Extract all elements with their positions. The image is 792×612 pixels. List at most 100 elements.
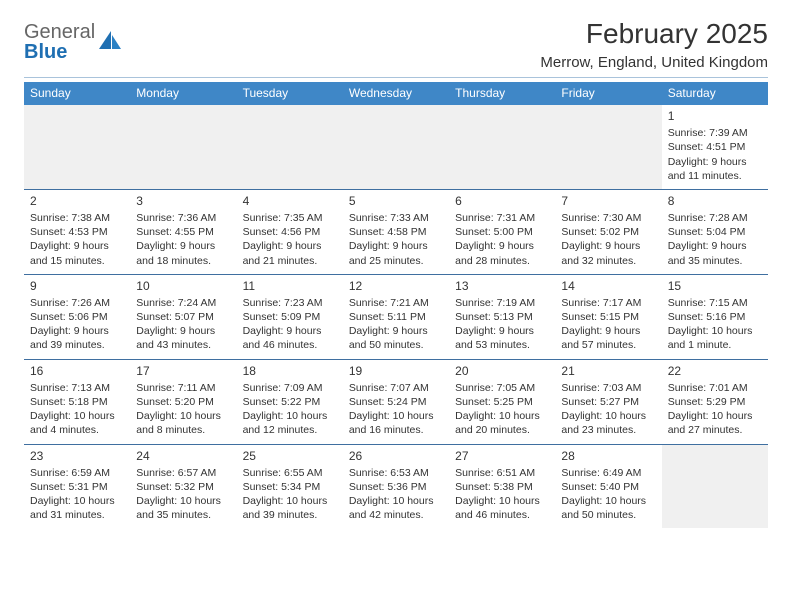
calendar-cell: 7Sunrise: 7:30 AMSunset: 5:02 PMDaylight… — [555, 190, 661, 274]
calendar-cell-empty — [130, 105, 236, 189]
day-number: 18 — [243, 363, 337, 379]
calendar-cell: 18 Sunrise: 7:09 AMSunset: 5:22 PMDayligh… — [237, 360, 343, 444]
day-info: Sunrise: 7:05 AMSunset: 5:25 PMDaylight:… — [455, 381, 549, 438]
location-text: Merrow, England, United Kingdom — [540, 54, 768, 71]
weeks-container: 1 Sunrise: 7:39 AMSunset: 4:51 PMDaylight… — [24, 105, 768, 528]
day-info: Sunrise: 7:11 AMSunset: 5:20 PMDaylight:… — [136, 381, 230, 438]
calendar-cell: 17Sunrise: 7:11 AMSunset: 5:20 PMDayligh… — [130, 360, 236, 444]
day-info: Sunrise: 6:55 AMSunset: 5:34 PMDaylight:… — [243, 466, 337, 523]
day-info: Sunrise: 6:51 AMSunset: 5:38 PMDaylight:… — [455, 466, 549, 523]
day-number: 25 — [243, 448, 337, 464]
calendar-cell: 13 Sunrise: 7:19 AMSunset: 5:13 PMDayligh… — [449, 275, 555, 359]
dayhead-monday: Monday — [130, 82, 236, 105]
calendar-week: 23Sunrise: 6:59 AMSunset: 5:31 PMDayligh… — [24, 444, 768, 529]
day-info: Sunrise: 7:31 AMSunset: 5:00 PMDaylight:… — [455, 211, 549, 268]
day-info: Sunrise: 7:26 AMSunset: 5:06 PMDaylight:… — [30, 296, 124, 353]
day-info: Sunrise: 7:03 AMSunset: 5:27 PMDaylight:… — [561, 381, 655, 438]
day-info: Sunrise: 7:09 AMSunset: 5:22 PMDaylight:… — [243, 381, 337, 438]
calendar-cell-empty — [237, 105, 343, 189]
day-number: 1 — [668, 108, 762, 124]
calendar-cell: 2 Sunrise: 7:38 AMSunset: 4:53 PMDaylight… — [24, 190, 130, 274]
day-info: Sunrise: 6:59 AMSunset: 5:31 PMDaylight:… — [30, 466, 124, 523]
calendar-cell: 5Sunrise: 7:33 AMSunset: 4:58 PMDaylight… — [343, 190, 449, 274]
dayhead-wednesday: Wednesday — [343, 82, 449, 105]
calendar-cell-empty — [662, 445, 768, 529]
calendar-cell: 28 Sunrise: 6:49 AMSunset: 5:40 PMDayligh… — [555, 445, 661, 529]
calendar: Sunday Monday Tuesday Wednesday Thursday… — [24, 82, 768, 528]
calendar-week: 16Sunrise: 7:13 AMSunset: 5:18 PMDayligh… — [24, 359, 768, 444]
dayhead-friday: Friday — [555, 82, 661, 105]
calendar-cell-empty — [449, 105, 555, 189]
calendar-cell: 14Sunrise: 7:17 AMSunset: 5:15 PMDayligh… — [555, 275, 661, 359]
day-number: 27 — [455, 448, 549, 464]
day-info: Sunrise: 7:33 AMSunset: 4:58 PMDaylight:… — [349, 211, 443, 268]
calendar-week: 9 Sunrise: 7:26 AMSunset: 5:06 PMDaylight… — [24, 274, 768, 359]
day-info: Sunrise: 7:17 AMSunset: 5:15 PMDaylight:… — [561, 296, 655, 353]
calendar-cell: 16Sunrise: 7:13 AMSunset: 5:18 PMDayligh… — [24, 360, 130, 444]
logo: General Blue — [24, 18, 123, 62]
calendar-cell: 25 Sunrise: 6:55 AMSunset: 5:34 PMDayligh… — [237, 445, 343, 529]
calendar-cell-empty — [555, 105, 661, 189]
calendar-cell: 12 Sunrise: 7:21 AMSunset: 5:11 PMDayligh… — [343, 275, 449, 359]
day-info: Sunrise: 7:36 AMSunset: 4:55 PMDaylight:… — [136, 211, 230, 268]
day-number: 9 — [30, 278, 124, 294]
calendar-week: 2 Sunrise: 7:38 AMSunset: 4:53 PMDaylight… — [24, 189, 768, 274]
day-info: Sunrise: 7:35 AMSunset: 4:56 PMDaylight:… — [243, 211, 337, 268]
day-info: Sunrise: 6:49 AMSunset: 5:40 PMDaylight:… — [561, 466, 655, 523]
calendar-cell: 8 Sunrise: 7:28 AMSunset: 5:04 PMDaylight… — [662, 190, 768, 274]
header-divider — [24, 77, 768, 78]
day-info: Sunrise: 7:01 AMSunset: 5:29 PMDaylight:… — [668, 381, 762, 438]
calendar-cell: 6 Sunrise: 7:31 AMSunset: 5:00 PMDaylight… — [449, 190, 555, 274]
day-header-row: Sunday Monday Tuesday Wednesday Thursday… — [24, 82, 768, 105]
calendar-cell: 19 Sunrise: 7:07 AMSunset: 5:24 PMDayligh… — [343, 360, 449, 444]
day-number: 2 — [30, 193, 124, 209]
calendar-cell: 21 Sunrise: 7:03 AMSunset: 5:27 PMDayligh… — [555, 360, 661, 444]
calendar-cell: 11 Sunrise: 7:23 AMSunset: 5:09 PMDayligh… — [237, 275, 343, 359]
day-info: Sunrise: 7:30 AMSunset: 5:02 PMDaylight:… — [561, 211, 655, 268]
day-info: Sunrise: 7:19 AMSunset: 5:13 PMDaylight:… — [455, 296, 549, 353]
day-number: 13 — [455, 278, 549, 294]
dayhead-sunday: Sunday — [24, 82, 130, 105]
day-info: Sunrise: 7:15 AMSunset: 5:16 PMDaylight:… — [668, 296, 762, 353]
calendar-week: 1 Sunrise: 7:39 AMSunset: 4:51 PMDaylight… — [24, 105, 768, 189]
day-number: 3 — [136, 193, 230, 209]
day-info: Sunrise: 7:21 AMSunset: 5:11 PMDaylight:… — [349, 296, 443, 353]
day-info: Sunrise: 7:24 AMSunset: 5:07 PMDaylight:… — [136, 296, 230, 353]
header: General Blue February 2025 Merrow, Engla… — [24, 18, 768, 71]
calendar-cell-empty — [24, 105, 130, 189]
day-number: 28 — [561, 448, 655, 464]
title-block: February 2025 Merrow, England, United Ki… — [540, 18, 768, 71]
day-number: 4 — [243, 193, 337, 209]
dayhead-thursday: Thursday — [449, 82, 555, 105]
logo-word-blue: Blue — [24, 41, 67, 63]
calendar-cell: 9 Sunrise: 7:26 AMSunset: 5:06 PMDaylight… — [24, 275, 130, 359]
day-number: 12 — [349, 278, 443, 294]
day-number: 6 — [455, 193, 549, 209]
day-info: Sunrise: 7:39 AMSunset: 4:51 PMDaylight:… — [668, 126, 762, 183]
day-info: Sunrise: 7:07 AMSunset: 5:24 PMDaylight:… — [349, 381, 443, 438]
day-number: 8 — [668, 193, 762, 209]
day-number: 20 — [455, 363, 549, 379]
dayhead-saturday: Saturday — [662, 82, 768, 105]
day-number: 15 — [668, 278, 762, 294]
day-number: 10 — [136, 278, 230, 294]
month-title: February 2025 — [540, 18, 768, 50]
day-number: 22 — [668, 363, 762, 379]
day-number: 11 — [243, 278, 337, 294]
sail-icon — [97, 29, 123, 56]
calendar-cell: 23Sunrise: 6:59 AMSunset: 5:31 PMDayligh… — [24, 445, 130, 529]
day-info: Sunrise: 7:38 AMSunset: 4:53 PMDaylight:… — [30, 211, 124, 268]
day-number: 19 — [349, 363, 443, 379]
day-number: 24 — [136, 448, 230, 464]
day-number: 26 — [349, 448, 443, 464]
day-info: Sunrise: 6:57 AMSunset: 5:32 PMDaylight:… — [136, 466, 230, 523]
logo-word-general: General — [24, 21, 95, 43]
day-info: Sunrise: 7:28 AMSunset: 5:04 PMDaylight:… — [668, 211, 762, 268]
calendar-cell: 26Sunrise: 6:53 AMSunset: 5:36 PMDayligh… — [343, 445, 449, 529]
day-number: 21 — [561, 363, 655, 379]
calendar-cell: 27 Sunrise: 6:51 AMSunset: 5:38 PMDayligh… — [449, 445, 555, 529]
day-info: Sunrise: 7:23 AMSunset: 5:09 PMDaylight:… — [243, 296, 337, 353]
calendar-cell-empty — [343, 105, 449, 189]
calendar-cell: 24 Sunrise: 6:57 AMSunset: 5:32 PMDayligh… — [130, 445, 236, 529]
calendar-cell: 4 Sunrise: 7:35 AMSunset: 4:56 PMDaylight… — [237, 190, 343, 274]
